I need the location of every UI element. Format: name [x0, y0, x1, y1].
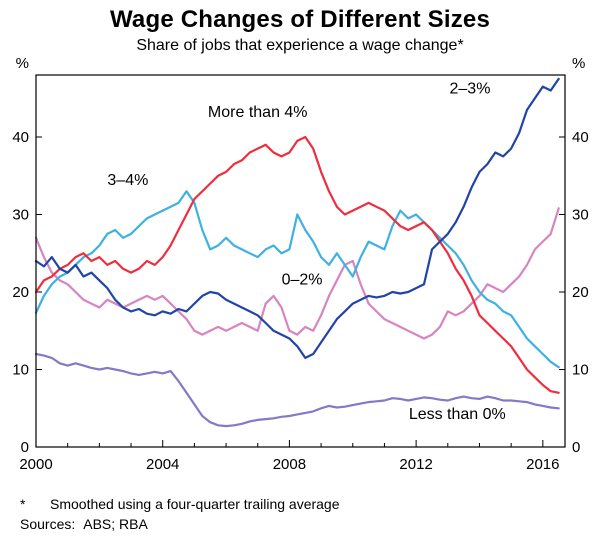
series-line-3–4%	[34, 190, 560, 369]
sources-value: ABS; RBA	[83, 516, 148, 533]
x-tick-label: 2000	[19, 456, 52, 473]
y-axis-unit-right: %	[572, 55, 585, 72]
series-label-2–3%: 2–3%	[450, 81, 491, 98]
plot-frame	[35, 74, 566, 448]
x-tick-label: 2004	[146, 456, 179, 473]
y-tick-label-left: 40	[12, 129, 29, 146]
y-tick-label-left: 0	[21, 439, 29, 456]
x-tick-label: 2008	[273, 456, 306, 473]
series-label-Less than 0%: Less than 0%	[409, 406, 506, 423]
footnote-text: Smoothed using a four-quarter trailing a…	[50, 496, 340, 512]
y-tick-label-right: 20	[572, 284, 589, 301]
y-tick-label-right: 30	[572, 207, 589, 224]
series-label-3–4%: 3–4%	[107, 172, 148, 189]
series-line-2–3%	[34, 77, 560, 359]
sources-row: Sources: ABS; RBA	[20, 514, 600, 534]
y-tick-label-right: 40	[572, 129, 589, 146]
footnote-marker: *	[20, 496, 26, 512]
series-line-More than 4%	[34, 135, 560, 394]
sources-label: Sources:	[20, 516, 76, 533]
y-tick-label-left: 20	[12, 284, 29, 301]
y-tick-label-left: 30	[12, 207, 29, 224]
y-tick-label-left: 10	[12, 362, 29, 379]
x-tick-label: 2012	[399, 456, 432, 473]
x-tick-label: 2016	[526, 456, 559, 473]
chart-title: Wage Changes of Different Sizes	[109, 6, 491, 33]
footnotes: * Smoothed using a four-quarter trailing…	[20, 494, 600, 535]
series-label-More than 4%: More than 4%	[208, 104, 308, 121]
y-tick-label-right: 10	[572, 362, 589, 379]
chart-subtitle: Share of jobs that experience a wage cha…	[136, 37, 464, 54]
y-axis-unit-left: %	[16, 55, 29, 72]
series-label-0–2%: 0–2%	[282, 271, 323, 288]
y-tick-label-right: 0	[572, 439, 580, 456]
series-line-Less than 0%	[34, 352, 560, 428]
footnote-row: * Smoothed using a four-quarter trailing…	[20, 494, 600, 514]
wage-change-line-chart: 0 0 10 10 20 20 30 30 40 40% % 2000 2004 2008 2012 2016…	[12, 55, 589, 473]
